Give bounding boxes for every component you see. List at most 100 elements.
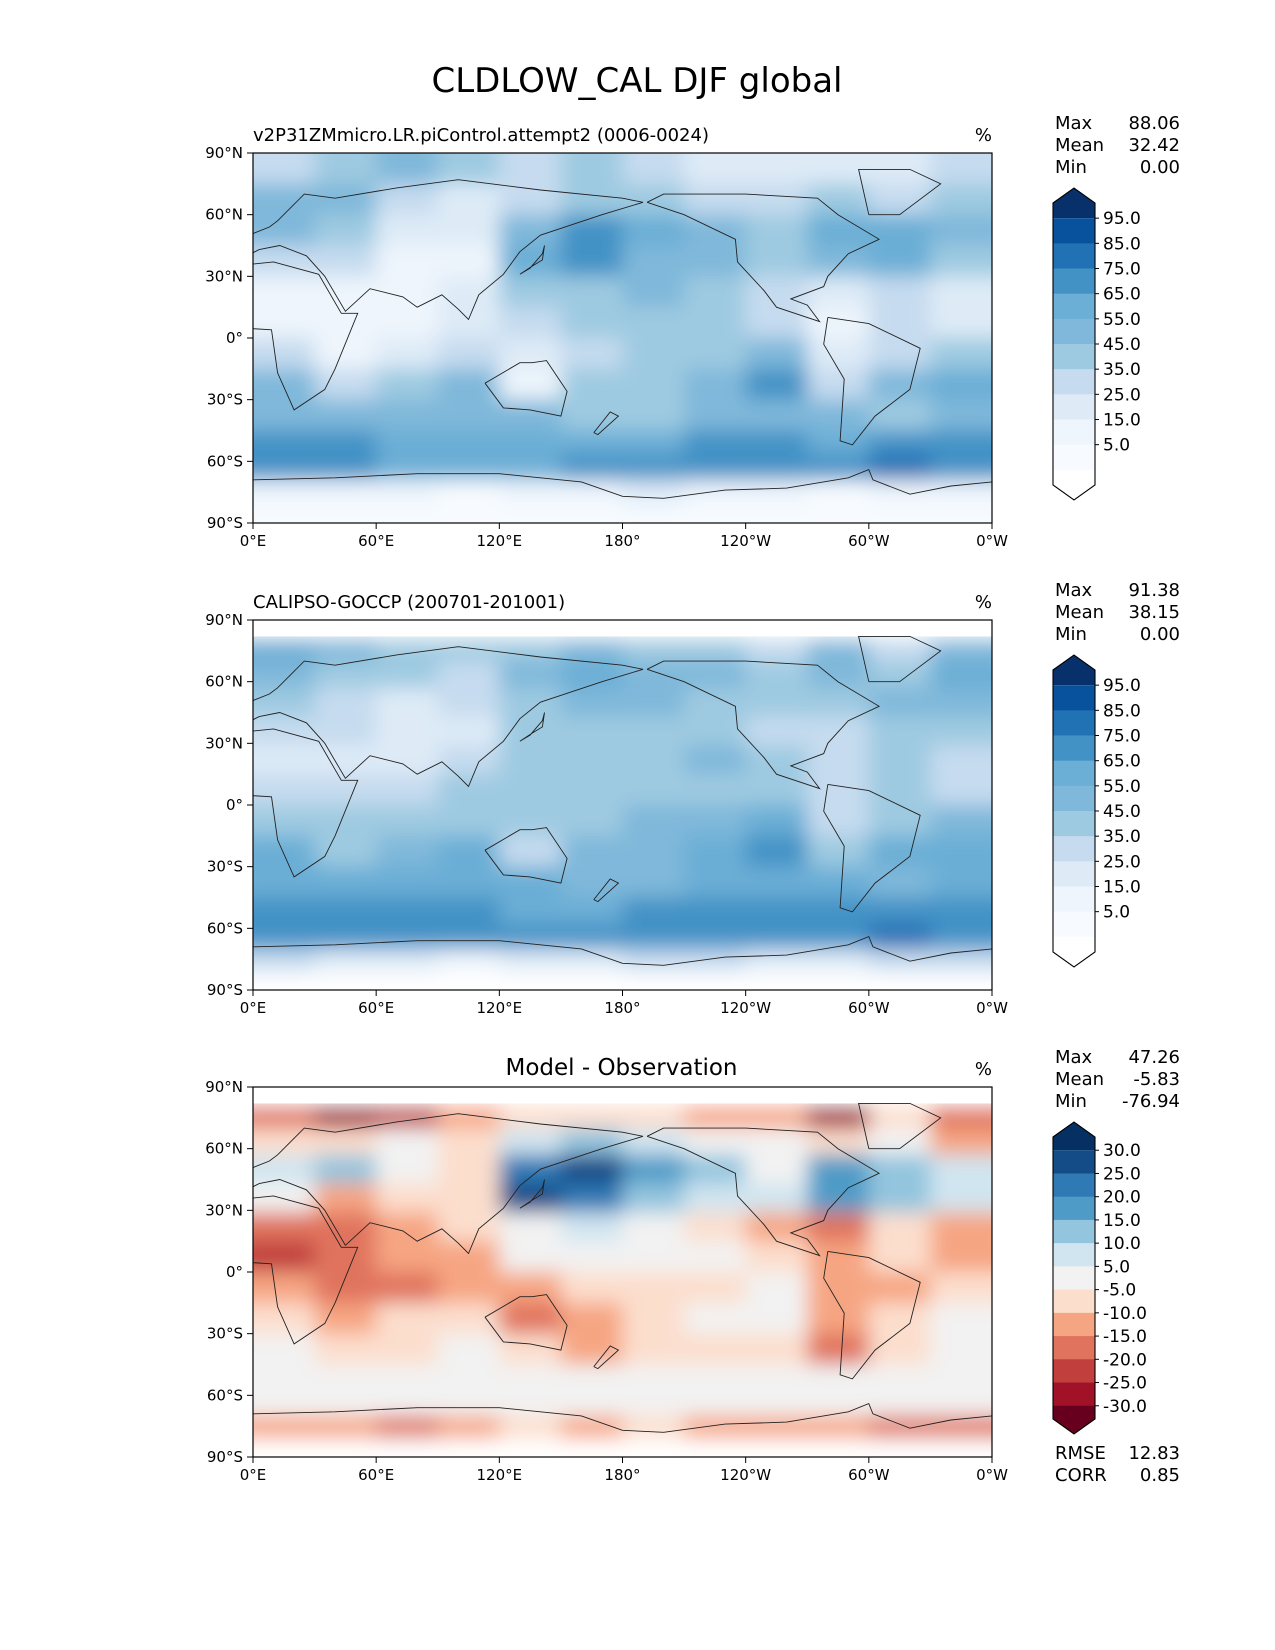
field-cell (437, 687, 501, 718)
field-cell (314, 276, 378, 309)
field-cell (437, 245, 501, 278)
field-cell (376, 661, 439, 689)
field-cell (622, 276, 686, 309)
field-cell (560, 1212, 624, 1243)
coastline (646, 1127, 881, 1257)
no-data-band (253, 1087, 992, 1104)
field-cell (622, 924, 686, 950)
colorbar-band (1053, 735, 1095, 762)
field-cell (745, 307, 809, 339)
colorbar-label: 5.0 (1103, 436, 1130, 456)
field-cell (745, 1333, 809, 1366)
x-tick-label: 180° (604, 999, 640, 1017)
field-cell (868, 183, 932, 216)
coastline (484, 827, 568, 884)
colorbar-extend-bottom (1053, 469, 1095, 500)
field-cell (807, 1241, 870, 1273)
field-cell (437, 1391, 501, 1417)
stat-value: 38.15 (1128, 602, 1180, 623)
field-cell (376, 430, 439, 457)
field-cell (499, 479, 562, 506)
colorbar-band (1053, 710, 1095, 736)
field-cell (499, 866, 562, 899)
field-cell (560, 866, 624, 899)
coastline (484, 360, 568, 417)
field-cell (437, 1415, 501, 1440)
colorbar-label: 25.0 (1103, 385, 1141, 405)
coastline (858, 635, 942, 683)
field-cell (560, 924, 624, 950)
field-cell (684, 455, 747, 481)
field-cell (437, 399, 501, 432)
field-cell (684, 774, 747, 806)
field-cell (376, 745, 439, 776)
field-cell (253, 638, 316, 663)
x-tick-label: 120°E (477, 1466, 523, 1484)
colorbar-band (1053, 785, 1095, 812)
field-cell (560, 276, 624, 309)
field-cell (622, 1272, 686, 1304)
field-cell (253, 971, 316, 990)
field-cell (807, 1154, 870, 1185)
x-tick-label: 0°E (240, 532, 267, 550)
y-tick-label: 60°S (207, 452, 243, 470)
field-cell (868, 948, 932, 973)
field-cell (684, 745, 747, 776)
field-cell (807, 897, 870, 926)
field-cell (560, 835, 624, 868)
field-cell (868, 1364, 932, 1393)
colorbar-band (1053, 685, 1095, 711)
field-cell (745, 638, 809, 663)
colorbar-outline (1052, 187, 1096, 501)
field-cell (684, 368, 747, 401)
stat-label: Max (1055, 113, 1093, 134)
field-cell (868, 805, 932, 837)
y-tick-label: 60°S (207, 919, 243, 937)
field-cell (622, 971, 686, 990)
field-cell (930, 153, 992, 185)
field-cell (314, 1241, 378, 1273)
field-cell (499, 276, 562, 309)
field-cell (930, 1438, 992, 1457)
coastline (253, 1113, 644, 1255)
colorbar-band (1053, 1243, 1095, 1267)
field-cell (314, 214, 378, 247)
field-cell (868, 1183, 932, 1214)
field-cell (930, 745, 992, 776)
field-cell (253, 430, 316, 457)
y-tick-label: 0° (226, 1263, 243, 1281)
coastline (858, 168, 942, 216)
field-cell (499, 638, 562, 663)
x-tick-label: 60°W (848, 1466, 890, 1484)
stat-value: 32.42 (1128, 135, 1180, 156)
y-tick-label: 30°S (207, 1325, 243, 1343)
field-cell (253, 1333, 316, 1366)
field-cell (314, 638, 378, 663)
colorbar-label: 20.0 (1103, 1188, 1141, 1208)
field-cell (499, 1183, 562, 1214)
field-cell (376, 214, 439, 247)
coastline-antarctica (253, 469, 992, 499)
no-data-band (253, 620, 992, 637)
field-cell (807, 1438, 870, 1457)
field-cell (560, 661, 624, 689)
stat-value: 88.06 (1128, 113, 1180, 134)
y-tick-label: 30°N (205, 734, 243, 752)
field-cell (437, 1154, 501, 1185)
stat-value: -5.83 (1133, 1069, 1180, 1090)
field-cell (745, 214, 809, 247)
field-cell (499, 214, 562, 247)
field-cell (807, 805, 870, 837)
field-cell (376, 183, 439, 216)
field-cell (930, 661, 992, 689)
field-cell (684, 638, 747, 663)
field-cell (560, 1415, 624, 1440)
field-cell (930, 276, 992, 309)
y-tick-label: 30°N (205, 267, 243, 285)
field-cell (930, 866, 992, 899)
map-panel-difference: 0°E 60°E 120°E 180° 120°W 60°W 0°W 90°N 60°N 30°N… (205, 1047, 1180, 1486)
field-cell (253, 774, 316, 806)
field-cell (807, 276, 870, 309)
colorbar-band (1053, 394, 1095, 420)
field-cell (745, 774, 809, 806)
